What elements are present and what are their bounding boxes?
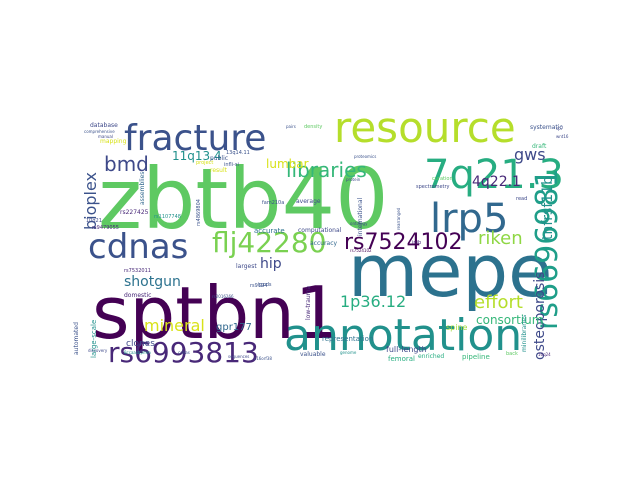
cloud-word: largest [236,263,257,270]
cloud-word: computational [298,227,342,234]
cloud-word: back [506,351,518,357]
cloud-word: automated [73,322,80,355]
cloud-word: gws [514,145,546,164]
cloud-word: rs7524102 [344,230,463,255]
cloud-word: 1p36.12 [340,292,406,311]
cloud-word: pairs [286,124,296,129]
cloud-word: hip [260,256,282,272]
cloud-word: 16q24 [538,352,551,357]
cloud-word: wnt16 [556,134,569,139]
cloud-word: annotation [284,310,522,361]
cloud-word: rs4869804 [196,199,202,226]
cloud-word: sp7 [556,126,564,131]
cloud-word: shotgun [124,274,181,290]
cloud-word: proteomics [354,154,376,159]
cloud-word: cdnas [178,350,190,355]
cloud-word: rs2016266 [212,294,234,299]
cloud-word: rs1107748 [154,214,181,220]
cloud-word: infli-si [224,162,239,168]
cloud-word: valuable [300,351,326,358]
cloud-word: zbtb40 [98,150,389,248]
cloud-word: result [210,167,228,174]
cloud-word: minilibraries [521,315,528,352]
cloud-word: read [516,196,527,202]
cloud-word: inib [412,240,421,246]
cloud-word: gpr177 [216,322,252,333]
cloud-word: 8ccaasbpmm [124,350,151,355]
cloud-word: 7q21.3 [424,152,564,198]
cloud-word: mineral [144,316,205,335]
cloud-word: mapping [100,138,127,145]
cloud-word: accuracy [310,240,338,247]
cloud-word: rs7524102 [350,248,372,253]
cloud-word: public [210,155,228,162]
cloud-word: femoral [388,355,415,363]
cloud-word: bmd [104,152,149,176]
cloud-word: riken [478,228,523,249]
cloud-word: domestic [124,292,151,299]
cloud-word: 11q13.4 [172,149,222,163]
cloud-word: accurate [254,227,285,235]
cloud-word: bioplex [81,172,100,230]
cloud-word: genome [340,350,357,355]
cloud-word: fam210a [262,200,284,206]
cloud-word: lrp5 [430,196,508,242]
cloud-word: mepe [348,229,552,313]
cloud-word: ontology [350,221,368,226]
cloud-word: database [90,122,118,129]
cloud-word: comprehensive [84,129,115,134]
cloud-word: rs6993813 [108,336,259,369]
cloud-word: large-scale [90,320,98,358]
cloud-word: clones [126,339,155,349]
cloud-word: sptbn1 [92,271,341,355]
cloud-word: 13q14.11 [226,150,250,156]
cloud-word: rearranged [396,207,401,230]
cloud-word: assemblies [139,172,146,205]
cloud-word: average [296,198,321,205]
cloud-word: sequences [228,354,249,359]
cloud-word: 4q22.1 [472,174,521,190]
cloud-word: protein [346,177,361,182]
cloud-word: rs9194 [250,283,267,289]
cloud-word: enriched [418,353,444,360]
cloud-word: draft [532,143,547,150]
cloud-word: rs7532011 [124,268,151,274]
cloud-word: resource [334,103,516,152]
cloud-word: osteoporosis [532,272,548,360]
cloud-word: curation [432,176,453,182]
cloud-word: tnfrsf11b [540,176,556,240]
cloud-word: project [196,160,213,166]
cloud-word: discovery [88,348,108,353]
cloud-word: rs6696981 [530,168,565,330]
cloud-word: flj42280 [212,226,327,259]
cloud-word: representation [322,335,373,343]
cloud-word: igpds [258,282,272,288]
cloud-word: c16orf38 [254,356,272,361]
cloud-word: spectrometry [416,184,450,190]
cloud-word: cdnas [88,227,188,267]
cloud-word: low-trauma [305,285,312,320]
cloud-word: fracture [124,118,266,159]
cloud-word: pipeline [462,353,490,361]
cloud-word: density [304,124,322,130]
cloud-word: consortium [476,313,543,327]
cloud-word: rs9479055 [92,225,119,231]
cloud-word: rs227425 [120,209,149,216]
cloud-word: 10q21 [86,218,102,224]
cloud-word: lumbar [266,157,309,171]
cloud-word: full-length [386,345,427,354]
cloud-word: libraries [286,158,367,182]
cloud-word: effort [474,292,523,313]
cloud-word: manual [98,134,113,139]
cloud-word: international [357,197,364,236]
cloud-word: systematic [530,124,563,131]
cloud-word: spine [446,323,468,332]
